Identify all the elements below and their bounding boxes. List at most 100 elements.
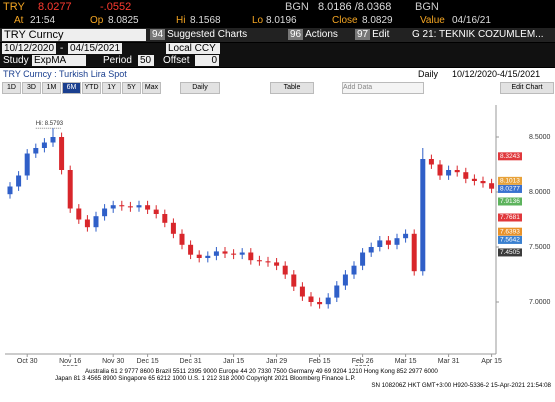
security-input[interactable]: TRY Curncy (2, 29, 146, 41)
date-range: 10/12/2020-4/15/2021 (452, 69, 541, 79)
candle-body (188, 244, 194, 255)
page-title[interactable]: G 21: TEKNIK COZUMLEM... (412, 29, 544, 40)
candle-body (205, 255, 211, 258)
candle-body (84, 219, 90, 228)
candle-body (136, 205, 142, 208)
candle-body (325, 297, 331, 305)
price-tag-label: 8.0277 (500, 186, 520, 193)
menu-label: Edit (372, 29, 390, 40)
candle-body (41, 142, 47, 148)
candle-body (67, 170, 73, 209)
x-tick-label: Dec 31 (180, 358, 202, 365)
table-button[interactable]: Table (270, 82, 314, 94)
bid-ask: 8.0186 /8.0368 (318, 1, 392, 13)
edit-chart[interactable]: Edit Chart (500, 82, 554, 94)
price-tag (498, 235, 522, 244)
range-button[interactable]: 1M (42, 82, 61, 94)
label: Lo (252, 15, 264, 26)
label: Offset (163, 55, 190, 66)
price-tag (498, 184, 522, 193)
candle-body (24, 153, 30, 176)
candle-body (256, 260, 262, 262)
frequency: Daily (418, 69, 439, 79)
start-date[interactable]: 10/12/2020 (2, 43, 57, 54)
menu-label: Suggested Charts (167, 29, 248, 40)
candle-body (437, 164, 443, 176)
candle-body (162, 214, 168, 223)
ask-source: BGN (415, 1, 439, 13)
range-button[interactable]: 6M (62, 82, 81, 94)
price-tag-label: 7.4505 (500, 249, 520, 256)
x-tick-label: Oct 30 (17, 358, 38, 365)
period-select[interactable]: Daily (180, 82, 220, 94)
menu-key: 96 (288, 29, 304, 40)
command-bar: TRY Curncy 94 Suggested Charts 96 Actions … (0, 28, 555, 42)
range-button[interactable]: Max (142, 82, 161, 94)
candle-body (33, 148, 39, 154)
range-button[interactable]: 1D (2, 82, 21, 94)
candle-body (489, 183, 495, 189)
x-tick-label: Jan 29 (266, 358, 287, 365)
menu[interactable]: 96 Actions (288, 29, 338, 40)
value: 04/16/21 (452, 15, 491, 26)
x-tick-label: Mar 15 (395, 358, 417, 365)
price-tag-label: 7.6393 (500, 228, 520, 235)
candle-body (446, 170, 452, 176)
range-button[interactable]: 3D (22, 82, 41, 94)
price-tag (498, 152, 522, 161)
last-price: 8.0277 (38, 1, 72, 13)
price-tag-label: 8.1013 (500, 178, 520, 185)
currency-select[interactable]: Local CCY (166, 43, 220, 54)
menu-key: 97 (355, 29, 371, 40)
price-tag (498, 248, 522, 257)
label: Period (103, 55, 132, 66)
candle-body (428, 159, 434, 165)
value: 8.0829 (362, 15, 393, 26)
chart-title: TRY Curncy : Turkish Lira Spot (3, 69, 127, 79)
footer: Australia 61 2 9777 8600 Brazil 5511 239… (0, 366, 555, 402)
ticker: TRY (3, 1, 25, 13)
price-tag (498, 227, 522, 236)
candle-body (385, 240, 391, 245)
end-date[interactable]: 04/15/2021 (68, 43, 123, 54)
candle-body (213, 251, 219, 256)
range-button[interactable]: YTD (82, 82, 101, 94)
candle-body (291, 274, 297, 287)
label: Close (332, 15, 358, 26)
candle-body (50, 137, 56, 143)
price-tag-label: 7.5642 (500, 237, 520, 244)
candle-body (403, 233, 409, 239)
study-select[interactable]: ExpMA (32, 55, 86, 66)
study-bar: Study ExpMA Period 50 Offset 0 (0, 55, 555, 67)
candle-body (127, 206, 133, 208)
candle-body (360, 252, 366, 266)
x-tick-label: Feb 15 (309, 358, 331, 365)
price-tag-label: 8.3243 (500, 153, 520, 160)
candle-body (93, 216, 99, 228)
candle-body (7, 186, 13, 195)
candle-body (239, 252, 245, 255)
candle-body (471, 178, 477, 181)
range-button[interactable]: 1Y (102, 82, 121, 94)
candle-body (265, 261, 271, 263)
menu[interactable]: 97 Edit (355, 29, 389, 40)
bid-source: BGN (285, 1, 309, 13)
menu-label: Actions (305, 29, 338, 40)
add-data[interactable]: Add Data (342, 82, 424, 94)
candle-body (368, 247, 374, 253)
label: At (14, 15, 24, 26)
footer-line: Japan 81 3 4565 8900 Singapore 65 6212 1… (55, 375, 356, 382)
candle-body (16, 175, 22, 187)
candle-body (308, 296, 314, 302)
range-button[interactable]: 5Y (122, 82, 141, 94)
menu[interactable]: 94 Suggested Charts (150, 29, 247, 40)
value: 21:54 (30, 15, 56, 26)
y-tick-label: 8.0000 (529, 189, 551, 196)
candle-body (282, 265, 288, 275)
candle-body (170, 222, 176, 234)
offset-input[interactable]: 0 (195, 55, 219, 66)
quote-details: At 21:54 Op 8.0825 Hi 8.1568 Lo 8.0196 Close… (0, 14, 555, 27)
period-input[interactable]: 50 (138, 55, 154, 66)
y-tick-label: 8.5000 (529, 134, 551, 141)
